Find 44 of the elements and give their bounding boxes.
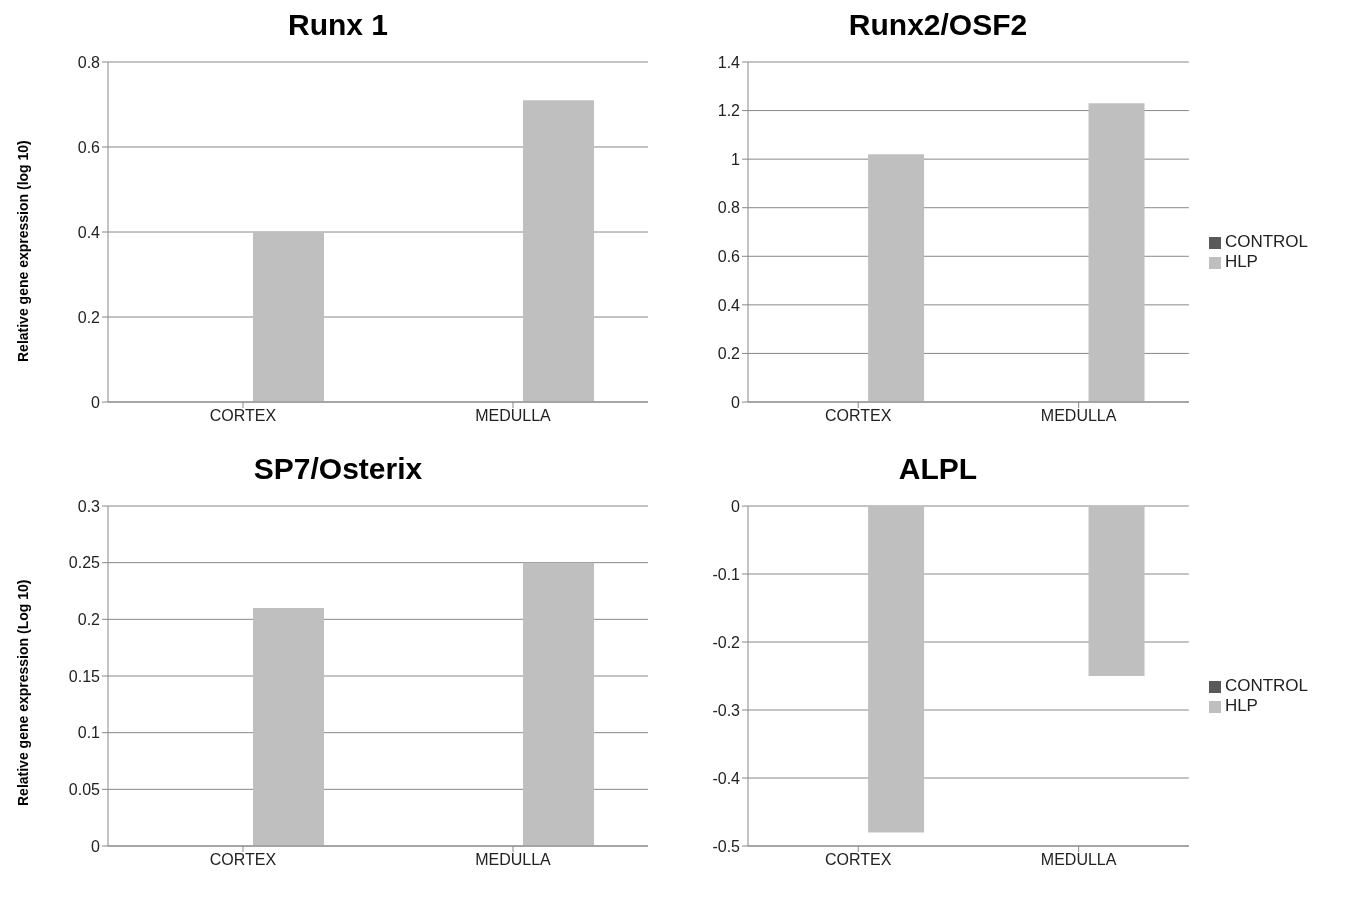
y-tick-label: 0.2 <box>77 611 101 629</box>
chart-title: Runx2/OSF2 <box>847 8 1029 43</box>
x-tick-label: MEDULLA <box>1040 851 1117 869</box>
y-tick-label: 0.2 <box>77 308 101 326</box>
y-tick-label: 0 <box>731 393 741 411</box>
y-tick-label: 0.6 <box>77 138 101 156</box>
y-tick-label: 0 <box>731 497 741 515</box>
legend-label: HLP <box>1224 696 1258 715</box>
y-tick-label: 0.1 <box>77 724 101 742</box>
y-tick-label: -0.2 <box>712 633 741 651</box>
x-tick-label: MEDULLA <box>475 851 552 869</box>
x-tick-label: CORTEX <box>209 407 277 425</box>
x-tick-label: CORTEX <box>825 851 892 869</box>
y-tick-label: 0.25 <box>68 554 101 572</box>
y-tick-label: -0.5 <box>712 837 741 855</box>
y-tick-label: 1.4 <box>717 53 741 71</box>
y-axis-title: Relative gene expression (log 10) <box>14 140 31 362</box>
y-tick-label: -0.4 <box>712 769 741 787</box>
y-tick-label: 0.15 <box>68 667 101 685</box>
x-tick-label: MEDULLA <box>475 407 552 425</box>
y-tick-label: -0.1 <box>712 565 741 583</box>
x-tick-label: CORTEX <box>825 407 892 425</box>
y-tick-label: 0.8 <box>717 199 741 217</box>
x-tick-label: CORTEX <box>209 851 277 869</box>
y-tick-label: 0.4 <box>717 296 741 314</box>
chart-title: SP7/Osterix <box>252 452 424 487</box>
legend-label: HLP <box>1224 252 1258 271</box>
y-tick-label: 1 <box>731 150 741 168</box>
y-tick-label: -0.3 <box>712 701 741 719</box>
y-axis-title: Relative gene expression (Log 10) <box>14 579 31 806</box>
legend-label: CONTROL <box>1224 232 1308 251</box>
y-tick-label: 0.2 <box>717 345 741 363</box>
y-tick-label: 1.2 <box>717 102 741 120</box>
y-tick-label: 0 <box>91 393 101 411</box>
chart-title: Runx 1 <box>287 8 389 43</box>
y-tick-label: 0.05 <box>68 781 101 799</box>
legend-label: CONTROL <box>1224 676 1308 695</box>
y-tick-label: 0.3 <box>77 497 101 515</box>
x-tick-label: MEDULLA <box>1040 407 1117 425</box>
y-tick-label: 0 <box>91 837 101 855</box>
chart-title: ALPL <box>897 452 979 487</box>
y-tick-label: 0.8 <box>77 53 101 71</box>
y-tick-label: 0.6 <box>717 247 741 265</box>
y-tick-label: 0.4 <box>77 223 101 241</box>
